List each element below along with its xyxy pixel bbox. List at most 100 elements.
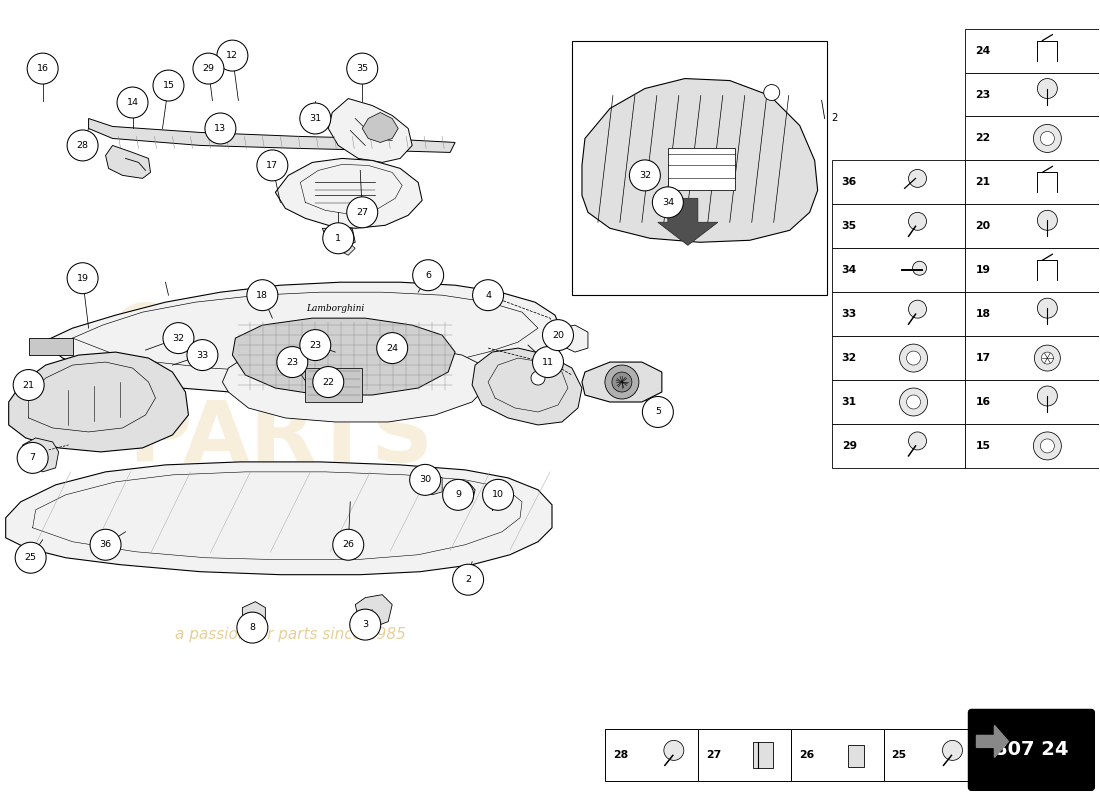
Polygon shape xyxy=(328,98,412,162)
Polygon shape xyxy=(362,113,398,142)
Polygon shape xyxy=(9,352,188,452)
Text: 30: 30 xyxy=(419,475,431,484)
Polygon shape xyxy=(668,149,735,190)
Text: 25: 25 xyxy=(892,750,906,760)
Polygon shape xyxy=(336,242,355,255)
Text: a passion for parts since 1985: a passion for parts since 1985 xyxy=(175,627,406,642)
Circle shape xyxy=(906,351,921,365)
Polygon shape xyxy=(448,482,475,505)
Text: 17: 17 xyxy=(976,353,991,363)
Text: 2: 2 xyxy=(832,114,838,123)
Bar xyxy=(572,41,827,295)
Text: 12: 12 xyxy=(227,51,239,60)
Circle shape xyxy=(906,395,921,409)
Circle shape xyxy=(909,212,926,230)
Polygon shape xyxy=(23,438,58,472)
Polygon shape xyxy=(43,282,562,395)
Circle shape xyxy=(117,87,148,118)
Circle shape xyxy=(350,609,381,640)
Text: 16: 16 xyxy=(976,397,991,407)
Text: 31: 31 xyxy=(842,397,857,407)
Circle shape xyxy=(312,366,344,398)
Circle shape xyxy=(473,280,504,310)
Text: 35: 35 xyxy=(356,64,369,73)
Text: 2: 2 xyxy=(465,575,471,584)
Circle shape xyxy=(642,397,673,427)
Circle shape xyxy=(300,103,331,134)
Circle shape xyxy=(1041,439,1055,453)
Circle shape xyxy=(376,333,408,363)
Circle shape xyxy=(629,160,660,191)
Polygon shape xyxy=(6,462,552,574)
Polygon shape xyxy=(582,362,662,402)
Bar xyxy=(832,248,966,292)
Circle shape xyxy=(300,330,331,361)
Circle shape xyxy=(412,260,443,290)
Text: 22: 22 xyxy=(976,134,991,143)
Text: 27: 27 xyxy=(706,750,722,760)
Circle shape xyxy=(90,530,121,560)
Bar xyxy=(966,248,1099,292)
Text: 23: 23 xyxy=(309,341,321,350)
Text: 16: 16 xyxy=(36,64,48,73)
Circle shape xyxy=(67,130,98,161)
Text: 22: 22 xyxy=(322,378,334,386)
Bar xyxy=(966,380,1099,424)
Text: 18: 18 xyxy=(256,290,268,300)
Text: 5: 5 xyxy=(654,407,661,417)
Circle shape xyxy=(409,464,441,495)
Polygon shape xyxy=(322,228,355,248)
Bar xyxy=(605,730,697,782)
Polygon shape xyxy=(658,198,718,246)
Circle shape xyxy=(913,262,926,275)
Bar xyxy=(966,161,1099,204)
Circle shape xyxy=(909,432,926,450)
Circle shape xyxy=(322,223,354,254)
Text: 36: 36 xyxy=(99,540,111,550)
Circle shape xyxy=(664,741,684,760)
Text: CLICCA
PARTS: CLICCA PARTS xyxy=(109,301,452,479)
Polygon shape xyxy=(552,325,589,352)
Circle shape xyxy=(163,322,194,354)
Text: 3: 3 xyxy=(362,620,369,629)
Circle shape xyxy=(192,53,224,84)
Polygon shape xyxy=(977,726,1009,758)
Text: 34: 34 xyxy=(842,266,857,275)
Text: 35: 35 xyxy=(842,222,857,231)
Circle shape xyxy=(452,564,484,595)
Bar xyxy=(966,29,1099,73)
Circle shape xyxy=(257,150,288,181)
Circle shape xyxy=(67,262,98,294)
Circle shape xyxy=(605,365,639,399)
Text: 9: 9 xyxy=(455,490,461,499)
Text: 33: 33 xyxy=(196,350,209,359)
Text: 18: 18 xyxy=(976,309,990,319)
Text: 11: 11 xyxy=(542,358,554,366)
Polygon shape xyxy=(106,146,151,178)
Text: 1: 1 xyxy=(336,234,341,242)
Text: 29: 29 xyxy=(202,64,215,73)
Text: 7: 7 xyxy=(30,454,35,462)
Circle shape xyxy=(1034,345,1060,371)
Text: 19: 19 xyxy=(976,266,990,275)
Polygon shape xyxy=(472,348,582,425)
Bar xyxy=(966,117,1099,161)
Polygon shape xyxy=(355,594,393,628)
FancyBboxPatch shape xyxy=(968,710,1094,790)
Text: 15: 15 xyxy=(976,441,990,451)
Text: 32: 32 xyxy=(842,353,857,363)
Polygon shape xyxy=(752,742,772,768)
Bar xyxy=(832,161,966,204)
Circle shape xyxy=(13,370,44,401)
Bar xyxy=(966,292,1099,336)
Text: 14: 14 xyxy=(126,98,139,107)
Circle shape xyxy=(205,113,235,144)
Circle shape xyxy=(652,187,683,218)
Circle shape xyxy=(346,197,377,228)
Circle shape xyxy=(1037,386,1057,406)
Text: 24: 24 xyxy=(976,46,991,56)
Polygon shape xyxy=(29,338,73,355)
Polygon shape xyxy=(275,158,422,228)
Text: 24: 24 xyxy=(386,343,398,353)
Polygon shape xyxy=(848,746,864,767)
